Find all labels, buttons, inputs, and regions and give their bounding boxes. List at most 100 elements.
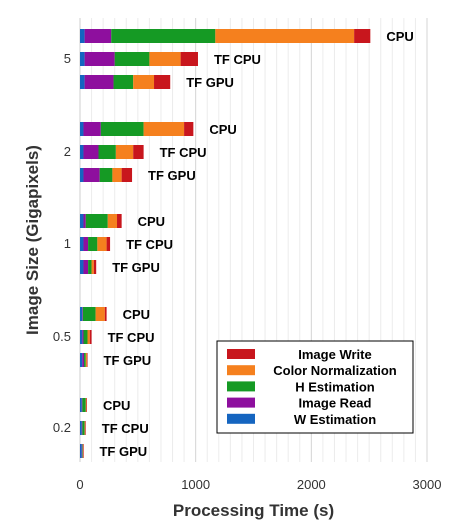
- bar-segment: [80, 421, 82, 435]
- bar-segment: [80, 237, 84, 251]
- bar-segment: [82, 353, 85, 367]
- bar-segment: [111, 29, 216, 43]
- bar-segment: [87, 330, 90, 344]
- bar-segment: [80, 29, 85, 43]
- bar-label: TF GPU: [112, 260, 160, 275]
- bar-label: TF CPU: [108, 330, 155, 345]
- bar-segment: [112, 168, 122, 182]
- legend-swatch: [227, 397, 255, 408]
- bar-segment: [82, 444, 83, 458]
- bar-label: TF GPU: [186, 75, 234, 90]
- y-axis-title: Image Size (Gigapixels): [23, 145, 42, 335]
- bar-segment: [184, 122, 194, 136]
- bar-segment: [84, 353, 86, 367]
- bar-segment: [93, 260, 97, 274]
- bar-segment: [97, 237, 107, 251]
- bar-segment: [80, 145, 84, 159]
- bar-segment: [80, 307, 83, 321]
- bar-segment: [100, 122, 144, 136]
- bar-segment: [80, 444, 82, 458]
- bar-segment: [117, 214, 122, 228]
- bar-segment: [89, 330, 92, 344]
- bar-label: TF CPU: [102, 421, 149, 436]
- bar-segment: [91, 260, 94, 274]
- bar-segment: [80, 398, 82, 412]
- y-tick-label: 0.5: [53, 329, 71, 344]
- bar-label: TF GPU: [99, 444, 147, 459]
- y-tick-label: 1: [64, 236, 71, 251]
- bar-segment: [82, 421, 85, 435]
- bar-segment: [82, 444, 84, 458]
- bar-label: TF CPU: [214, 52, 261, 67]
- bar-segment: [88, 260, 92, 274]
- bar-segment: [83, 260, 89, 274]
- bar-segment: [99, 168, 113, 182]
- bar-segment: [81, 398, 83, 412]
- bar-label: TF GPU: [104, 353, 152, 368]
- bar-label: TF GPU: [148, 168, 196, 183]
- bar-segment: [83, 237, 89, 251]
- bar-segment: [133, 145, 144, 159]
- bar-segment: [83, 145, 99, 159]
- bar-segment: [80, 52, 85, 66]
- bar-segment: [86, 398, 87, 412]
- bar-segment: [84, 75, 114, 89]
- bar-segment: [84, 421, 86, 435]
- bar-segment: [84, 52, 115, 66]
- bar-segment: [149, 52, 181, 66]
- bar-label: TF CPU: [160, 145, 207, 160]
- bar-segment: [82, 307, 96, 321]
- bar-segment: [85, 214, 108, 228]
- bar-segment: [80, 260, 84, 274]
- legend-label: Color Normalization: [273, 363, 397, 378]
- bar-label: CPU: [386, 29, 413, 44]
- bars: [80, 29, 371, 458]
- bar-segment: [83, 330, 88, 344]
- bar-segment: [80, 353, 83, 367]
- bar-segment: [83, 444, 84, 458]
- bar-segment: [80, 214, 84, 228]
- bar-segment: [85, 421, 86, 435]
- y-axis: 5 2 1 0.5 0.2: [53, 51, 71, 435]
- y-tick-label: 2: [64, 144, 71, 159]
- bar-segment: [80, 330, 83, 344]
- bar-segment: [354, 29, 371, 43]
- y-tick-label: 5: [64, 51, 71, 66]
- bar-segment: [215, 29, 355, 43]
- bar-segment: [143, 122, 185, 136]
- bar-segment: [98, 145, 116, 159]
- bar-segment: [95, 307, 105, 321]
- bar-segment: [82, 330, 84, 344]
- bar-segment: [83, 168, 100, 182]
- bar-segment: [82, 307, 83, 321]
- bar-segment: [86, 353, 88, 367]
- legend-swatch: [227, 365, 255, 376]
- x-tick-label: 1000: [181, 477, 210, 492]
- bar-label: CPU: [103, 398, 130, 413]
- bar-label: CPU: [123, 307, 150, 322]
- bar-segment: [154, 75, 171, 89]
- x-tick-label: 2000: [297, 477, 326, 492]
- bar-segment: [85, 353, 87, 367]
- legend-swatch: [227, 349, 255, 359]
- bar-segment: [180, 52, 198, 66]
- legend-label: W Estimation: [294, 412, 376, 427]
- bar-segment: [133, 75, 155, 89]
- bar-segment: [104, 307, 107, 321]
- bar-segment: [80, 168, 84, 182]
- bar-segment: [114, 52, 150, 66]
- bar-segment: [83, 214, 86, 228]
- bar-segment: [113, 75, 134, 89]
- bar-label: TF CPU: [126, 237, 173, 252]
- bar-segment: [81, 421, 83, 435]
- bar-segment: [84, 29, 112, 43]
- legend-swatch: [227, 413, 255, 424]
- bar-segment: [121, 168, 133, 182]
- bar-segment: [107, 214, 118, 228]
- bar-segment: [82, 398, 86, 412]
- y-tick-label: 0.2: [53, 420, 71, 435]
- bar-label: CPU: [209, 122, 236, 137]
